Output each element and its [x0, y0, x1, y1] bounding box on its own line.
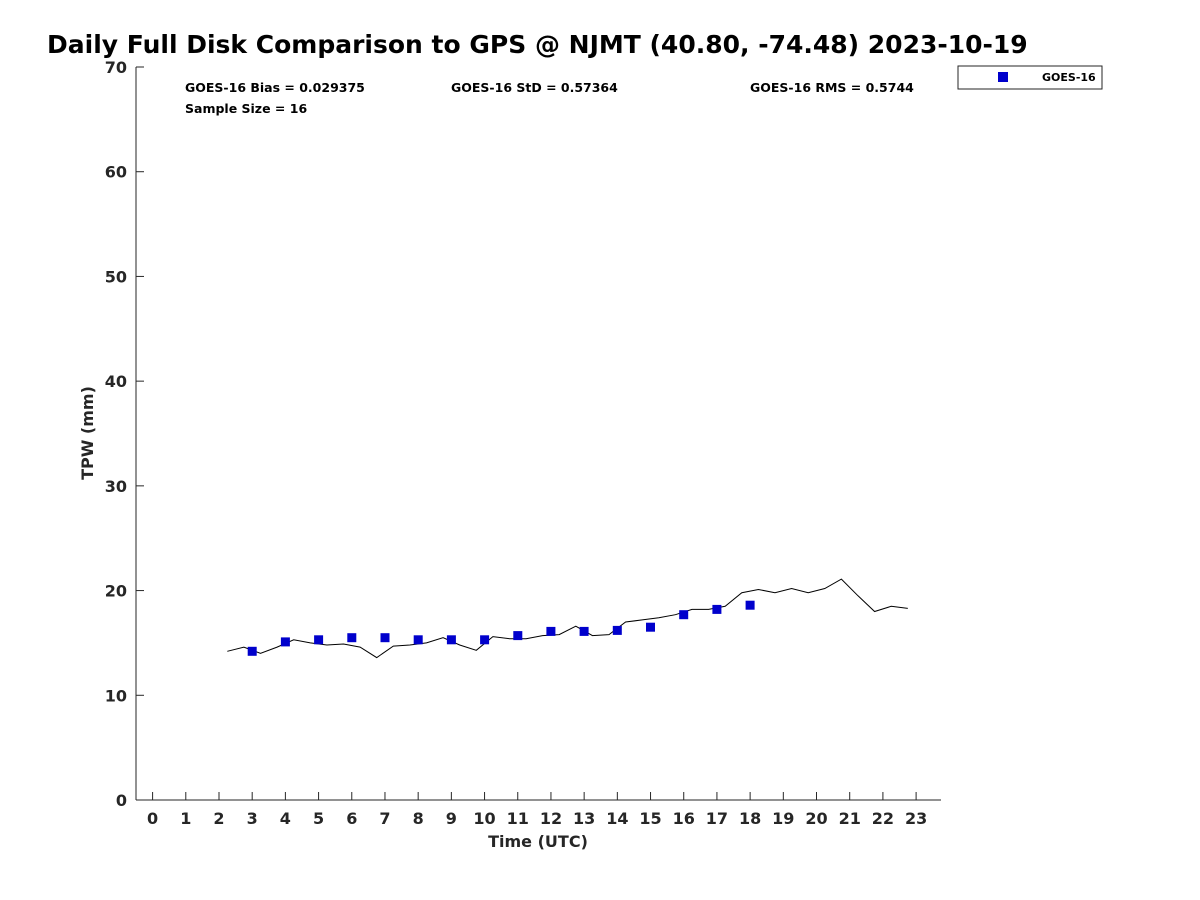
- y-tick-label: 20: [105, 582, 127, 601]
- goes16-point: [712, 604, 722, 614]
- legend: GOES-16: [957, 65, 1103, 90]
- x-tick-label: 18: [739, 809, 761, 828]
- x-tick-label: 19: [772, 809, 794, 828]
- bias-annotation: GOES-16 Bias = 0.029375: [185, 80, 365, 95]
- x-tick-label: 2: [213, 809, 224, 828]
- axes: [135, 67, 941, 801]
- gps-tpw-line: [227, 578, 908, 659]
- y-tick-label: 60: [105, 163, 127, 182]
- x-tick-label: 7: [379, 809, 390, 828]
- legend-label-goes16: GOES-16: [1042, 71, 1096, 84]
- legend-box: [957, 65, 1103, 90]
- goes16-point: [513, 631, 523, 641]
- x-tick-label: 4: [280, 809, 291, 828]
- goes16-point: [347, 633, 357, 643]
- x-tick-label: 14: [606, 809, 628, 828]
- std-annotation: GOES-16 StD = 0.57364: [451, 80, 618, 95]
- x-tick-label: 13: [573, 809, 595, 828]
- x-tick-label: 3: [247, 809, 258, 828]
- chart-title: Daily Full Disk Comparison to GPS @ NJMT…: [47, 30, 1028, 59]
- x-tick-label: 0: [147, 809, 158, 828]
- goes16-point: [546, 626, 556, 636]
- y-tick-label: 10: [105, 686, 127, 705]
- goes16-point: [280, 637, 290, 647]
- x-tick-label: 16: [673, 809, 695, 828]
- x-tick-label: 11: [507, 809, 529, 828]
- goes16-point: [380, 633, 390, 643]
- goes16-point: [314, 635, 324, 645]
- x-tick-label: 15: [639, 809, 661, 828]
- x-tick-label: 6: [346, 809, 357, 828]
- x-tick-label: 20: [805, 809, 827, 828]
- goes16-point: [679, 610, 689, 620]
- y-tick-label: 30: [105, 477, 127, 496]
- goes16-point: [745, 600, 755, 610]
- sample-size-annotation: Sample Size = 16: [185, 101, 307, 116]
- y-tick-label: 0: [116, 791, 127, 810]
- x-ticks: 0 1 2 3 4 5 6 7 8 9 10 11 12 13 14 15 16 17 18 19 20 21 22 23: [147, 792, 927, 828]
- y-axis-label: TPW (mm): [78, 386, 97, 480]
- plot-area: [227, 578, 908, 659]
- goes16-point: [413, 635, 423, 645]
- stats-annotations: GOES-16 Bias = 0.029375 GOES-16 StD = 0.…: [185, 80, 914, 116]
- y-tick-label: 70: [105, 58, 127, 77]
- x-tick-label: 1: [180, 809, 191, 828]
- goes16-point: [579, 626, 589, 636]
- x-tick-label: 8: [413, 809, 424, 828]
- x-tick-label: 10: [473, 809, 495, 828]
- goes16-point: [446, 635, 456, 645]
- x-tick-label: 21: [839, 809, 861, 828]
- y-tick-label: 50: [105, 267, 127, 286]
- x-tick-label: 17: [706, 809, 728, 828]
- x-tick-label: 12: [540, 809, 562, 828]
- x-tick-label: 9: [446, 809, 457, 828]
- legend-marker-goes16: [998, 72, 1008, 82]
- y-ticks: 0 10 20 30 40 50 60 70: [105, 58, 144, 810]
- goes16-point: [646, 622, 655, 632]
- x-tick-label: 5: [313, 809, 324, 828]
- y-tick-label: 40: [105, 372, 127, 391]
- goes16-point: [247, 646, 257, 656]
- x-axis-label: Time (UTC): [488, 832, 588, 851]
- rms-annotation: GOES-16 RMS = 0.5744: [750, 80, 914, 95]
- goes16-point: [612, 625, 622, 635]
- goes16-point: [480, 635, 490, 645]
- x-tick-label: 22: [872, 809, 894, 828]
- x-tick-label: 23: [905, 809, 927, 828]
